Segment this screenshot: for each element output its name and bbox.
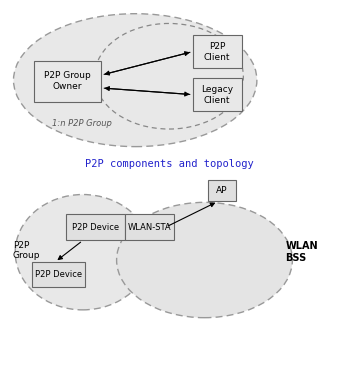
Text: P2P
Group: P2P Group xyxy=(13,240,40,260)
Ellipse shape xyxy=(117,202,292,317)
FancyBboxPatch shape xyxy=(32,262,84,287)
Text: AP: AP xyxy=(216,186,227,195)
FancyBboxPatch shape xyxy=(125,214,174,240)
Text: WLAN
BSS: WLAN BSS xyxy=(286,241,318,263)
Text: P2P components and topology: P2P components and topology xyxy=(84,159,254,169)
FancyBboxPatch shape xyxy=(208,180,236,201)
Text: Legacy
Client: Legacy Client xyxy=(201,85,233,104)
Ellipse shape xyxy=(14,14,257,147)
Text: P2P Group
Owner: P2P Group Owner xyxy=(44,72,91,91)
Text: P2P Device: P2P Device xyxy=(35,270,82,279)
FancyBboxPatch shape xyxy=(193,78,242,111)
Text: WLAN-STA: WLAN-STA xyxy=(128,222,171,232)
Text: P2P
Client: P2P Client xyxy=(204,42,231,61)
FancyBboxPatch shape xyxy=(34,61,101,102)
FancyBboxPatch shape xyxy=(193,35,242,68)
Text: 1:n P2P Group: 1:n P2P Group xyxy=(52,118,112,128)
Ellipse shape xyxy=(15,194,150,310)
Text: P2P Device: P2P Device xyxy=(72,222,119,232)
FancyBboxPatch shape xyxy=(66,214,125,240)
